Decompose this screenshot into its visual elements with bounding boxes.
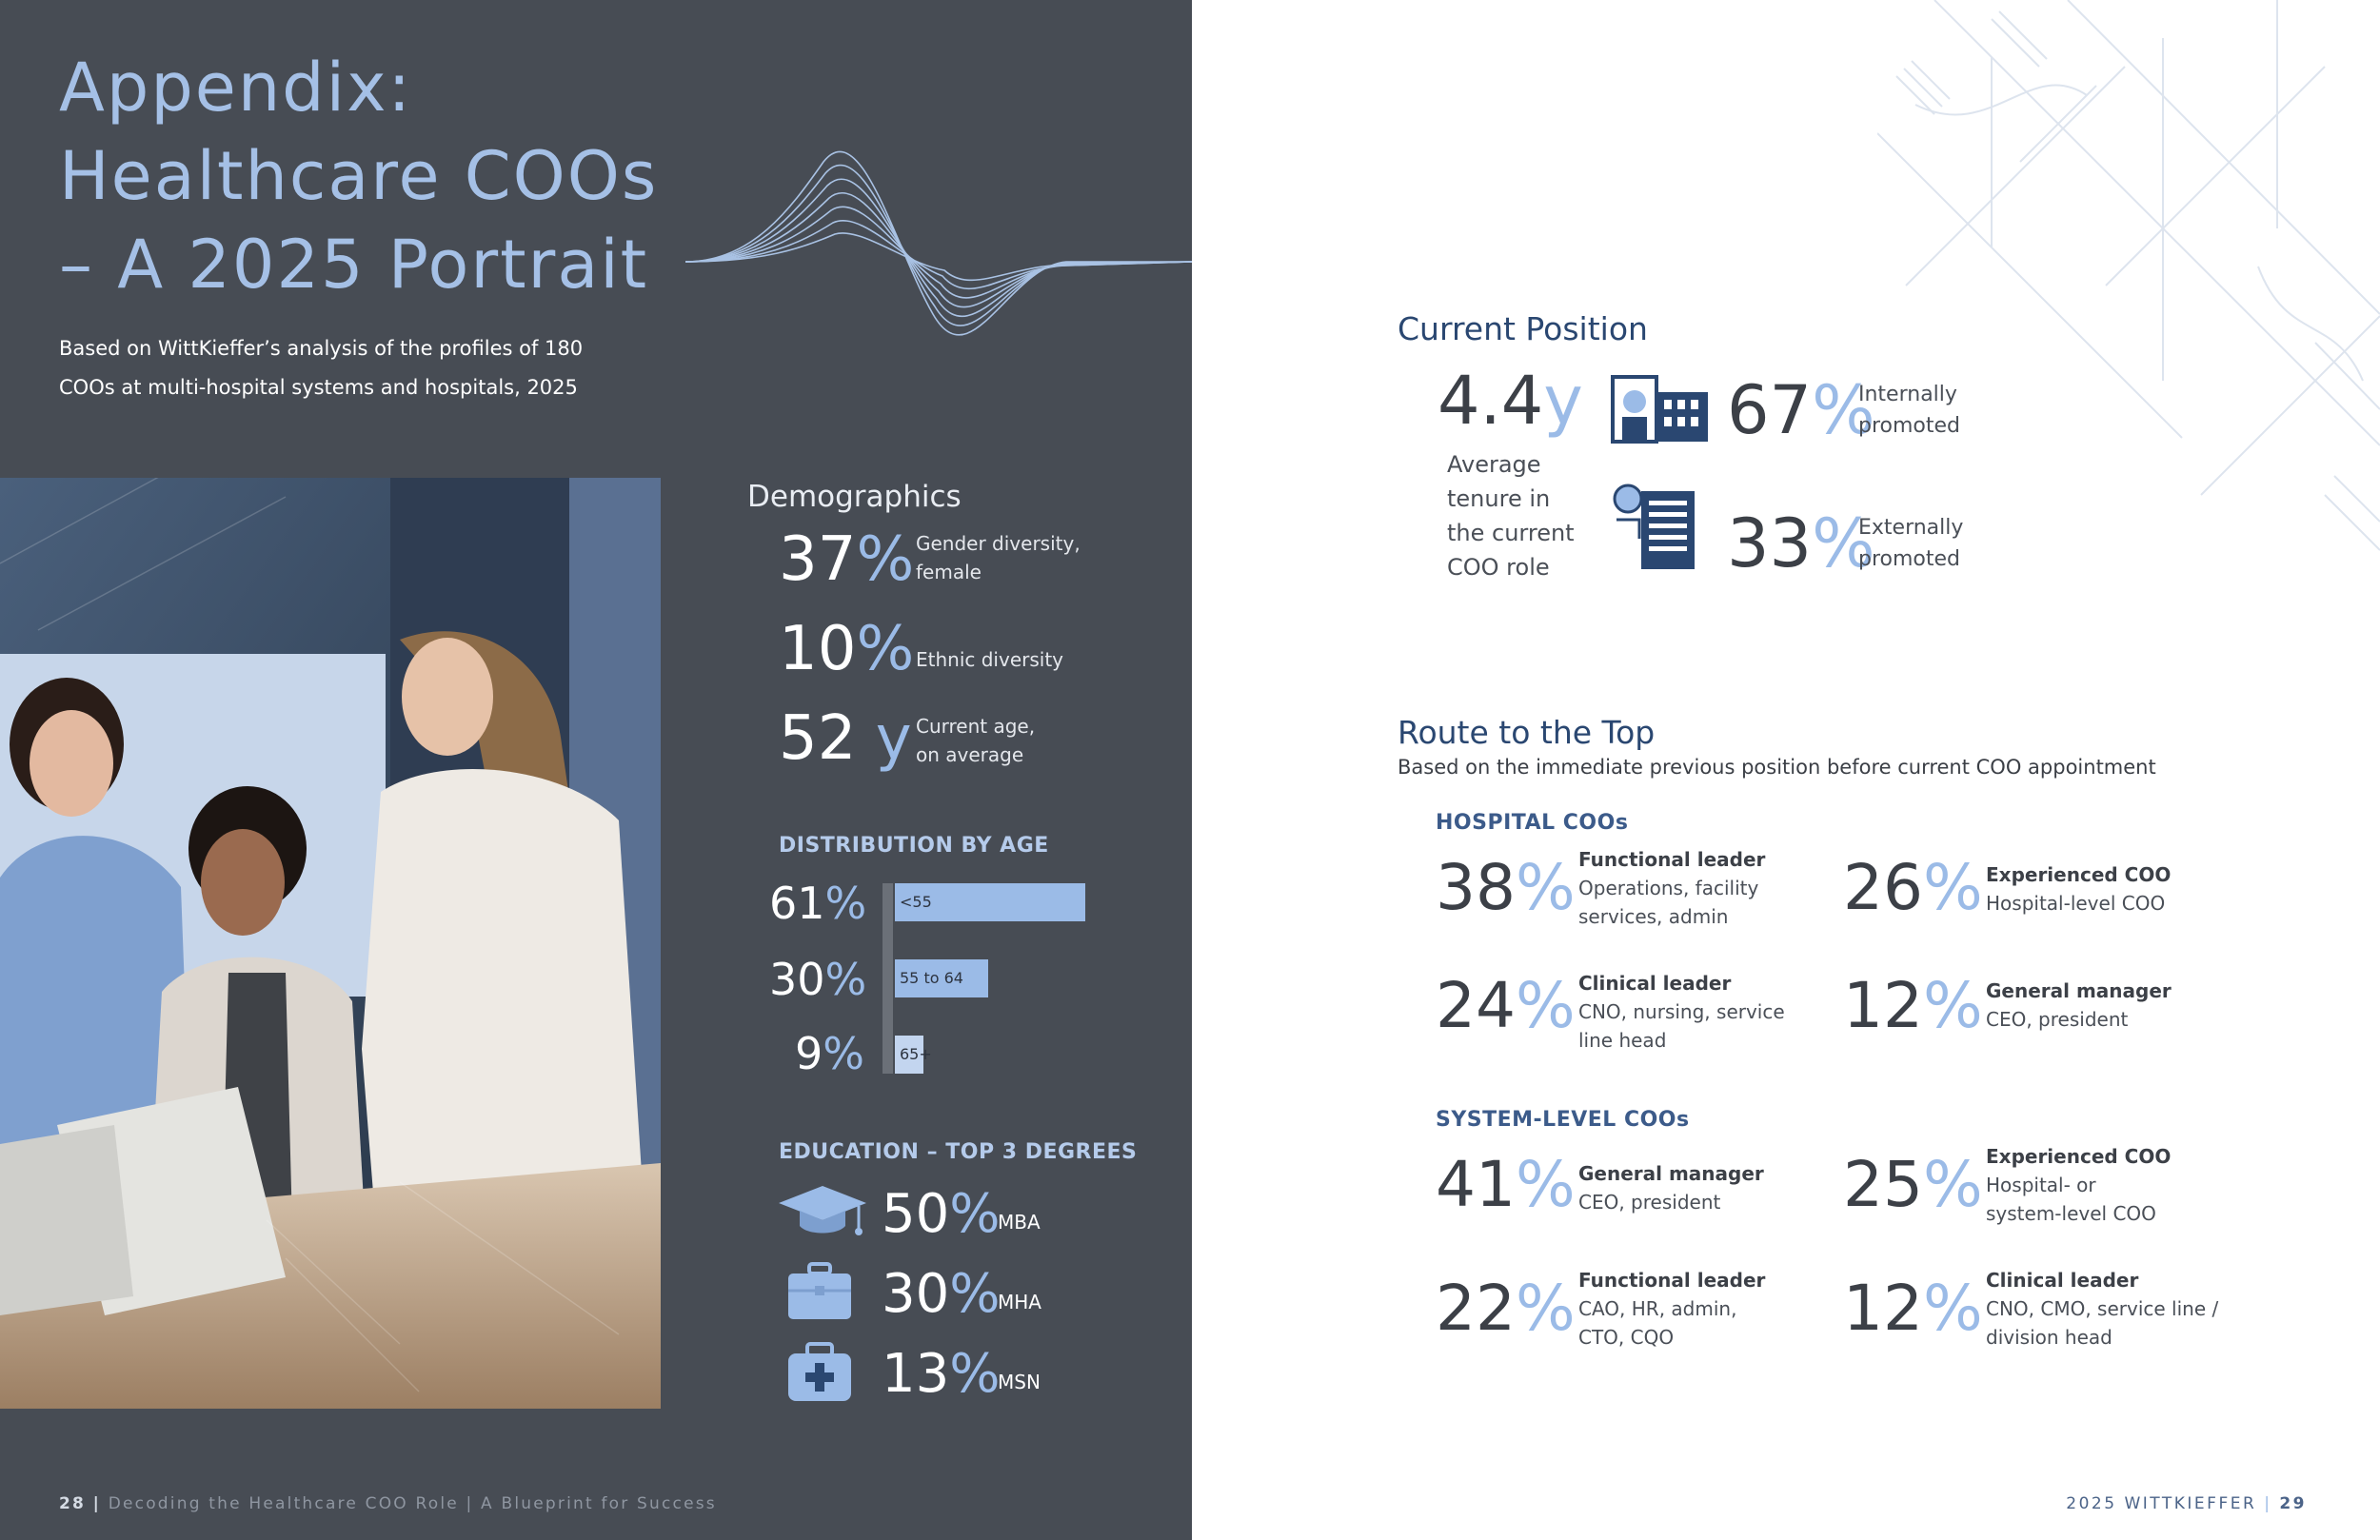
external-promotion-label: Externally promoted [1858,516,1964,571]
age-chart-axis [883,883,893,1074]
graduation-cap-icon [779,1186,866,1235]
title-line-2: Healthcare COOs [59,137,659,215]
system-clinical-desc: Clinical leader CNO, CMO, service line /… [1986,1269,2219,1349]
external-promotion-value: 33% [1727,504,1875,582]
age-bar-label-under55: <55 [900,893,932,911]
hospital-building-icon [1611,375,1708,444]
route-subheading: Based on the immediate previous position… [1398,756,2156,779]
hospital-functional-desc: Functional leader Operations, facility s… [1578,848,1766,928]
age-pct-65plus: 9% [795,1028,864,1079]
background-lines-graphic [1877,0,2380,551]
internal-promotion-value: 67% [1727,371,1875,449]
subtitle: Based on WittKieffer’s analysis of the p… [59,329,649,407]
system-general-value: 41% [1436,1148,1576,1221]
left-page-number: 28 [59,1494,87,1513]
demo-gender-label: Gender diversity, female [916,532,1081,583]
age-pct-under55: 61% [769,878,867,929]
team-photo [0,478,661,1409]
hospital-clinical-value: 24% [1436,969,1576,1042]
right-page: Current Position 4.4y Average tenure in … [1192,0,2380,1540]
tenure-value: 4.4y [1438,362,1583,440]
hospital-experienced-value: 26% [1843,851,1983,924]
age-bar-label-65plus: 65+ [900,1045,932,1063]
system-functional-desc: Functional leader CAO, HR, admin, CTO, C… [1578,1269,1766,1349]
hospital-general-value: 12% [1843,969,1983,1042]
demo-age-label: Current age, on average [916,715,1036,766]
edu-msn-value: 13% [882,1343,1001,1405]
edu-mba-value: 50% [882,1183,1001,1245]
age-bar-65plus [895,1036,923,1074]
demo-gender-value: 37% [779,524,915,595]
subtitle-line-1: Based on WittKieffer’s analysis of the p… [59,337,584,360]
left-footer: 28 | Decoding the Healthcare COO Role | … [59,1494,717,1513]
briefcase-icon [788,1262,851,1319]
right-footer-text: 2025 WITTKIEFFER [2066,1494,2257,1513]
current-position-heading: Current Position [1398,310,1648,347]
right-footer: 2025 WITTKIEFFER | 29 [2066,1494,2307,1513]
right-footer-separator: | [2264,1494,2272,1513]
edu-msn-label: MSN [998,1371,1041,1393]
edu-mha-label: MHA [998,1291,1041,1313]
system-general-desc: General manager CEO, president [1578,1162,1764,1214]
age-pct-55to64: 30% [769,954,867,1005]
medical-kit-icon [788,1342,851,1401]
demographics-heading: Demographics [747,480,962,514]
age-distribution-heading: DISTRIBUTION BY AGE [779,834,1049,858]
system-experienced-value: 25% [1843,1148,1983,1221]
edu-mba-label: MBA [998,1211,1041,1234]
system-functional-value: 22% [1436,1272,1576,1345]
demo-ethnic-value: 10% [779,614,915,684]
hospital-general-desc: General manager CEO, president [1986,979,2172,1031]
hospital-coos-heading: HOSPITAL COOs [1436,811,1629,835]
left-page: Appendix: Healthcare COOs – A 2025 Portr… [0,0,1192,1540]
system-coos-heading: SYSTEM-LEVEL COOs [1436,1108,1690,1132]
wave-graphic [685,151,1192,336]
right-page-number: 29 [2279,1494,2307,1513]
internal-promotion-label: Internally promoted [1858,383,1961,438]
hospital-experienced-desc: Experienced COO Hospital-level COO [1986,863,2172,915]
office-building-icon [1613,484,1695,569]
title-line-3: – A 2025 Portrait [59,226,649,304]
hospital-clinical-desc: Clinical leader CNO, nursing, service li… [1578,972,1785,1052]
hospital-functional-value: 38% [1436,851,1576,924]
left-footer-text: Decoding the Healthcare COO Role | A Blu… [108,1494,717,1513]
system-experienced-desc: Experienced COO Hospital- or system-leve… [1986,1145,2172,1225]
page-title: Appendix: Healthcare COOs – A 2025 Portr… [59,44,658,309]
title-line-1: Appendix: [59,49,413,127]
subtitle-line-2: COOs at multi-hospital systems and hospi… [59,376,578,399]
route-heading: Route to the Top [1398,714,1656,751]
demo-age-value: 52 y [779,703,912,774]
age-bar-55to64 [895,959,988,997]
tenure-label: Average tenure in the current COO role [1447,451,1575,581]
age-bar-label-55to64: 55 to 64 [900,969,963,987]
demo-ethnic-label: Ethnic diversity [916,648,1064,671]
age-bar-under55 [895,883,1085,921]
system-clinical-value: 12% [1843,1272,1983,1345]
education-heading: EDUCATION – TOP 3 DEGREES [779,1140,1138,1164]
edu-mha-value: 30% [882,1263,1001,1325]
